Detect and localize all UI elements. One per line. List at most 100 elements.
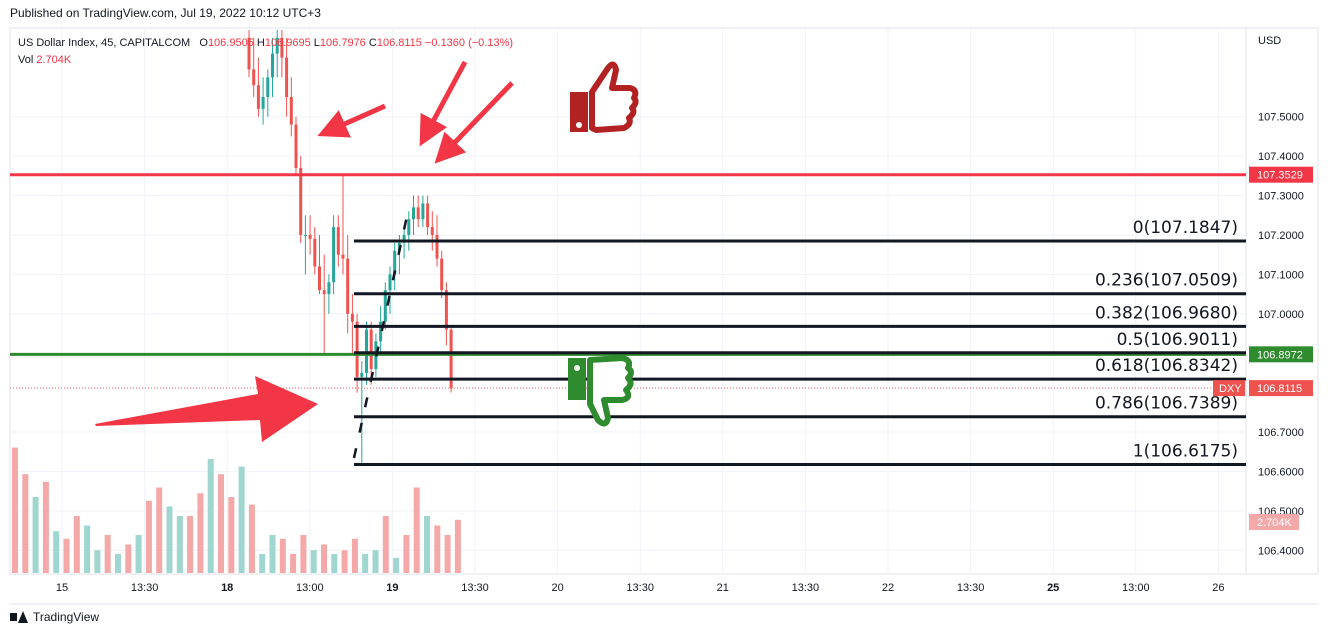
candle-body — [256, 85, 260, 109]
volume-bar — [125, 544, 132, 573]
volume-bar — [321, 544, 327, 573]
thumbs-down-icon — [568, 355, 634, 427]
fib-level-label: 0.236(107.0509) — [1095, 271, 1238, 291]
fib-level-label: 1(106.6175) — [1133, 442, 1238, 462]
arrow-left-resistance — [317, 103, 387, 138]
volume-bar — [84, 525, 91, 573]
candle-body — [407, 219, 411, 235]
price-tick-label: 107.0000 — [1258, 309, 1304, 321]
symbol-title[interactable]: US Dollar Index, 45, CAPITALCOM — [18, 37, 191, 49]
volume-bar — [310, 550, 317, 573]
candle-body — [332, 227, 336, 283]
volume-bar — [207, 459, 214, 573]
fib-level-label: 0.382(106.9680) — [1095, 303, 1238, 323]
price-axis-pane[interactable] — [1245, 27, 1319, 575]
volume-bar — [228, 497, 235, 573]
volume-bar — [454, 519, 461, 573]
close-value: 106.8115 — [376, 37, 422, 49]
price-badges: 107.3529 106.8972 DXY 106.8115 2.704K — [1213, 166, 1313, 530]
price-tick-label: 107.2000 — [1258, 230, 1304, 242]
footer-brand[interactable]: TradingView — [10, 610, 99, 624]
support-line-badge — [1249, 346, 1313, 363]
volume-bar — [393, 557, 400, 573]
candle-body — [336, 227, 340, 255]
time-tick-label: 26 — [1212, 582, 1224, 594]
open-value: 106.9505 — [207, 37, 254, 49]
volume-bar — [135, 535, 142, 573]
open-label: O — [199, 37, 208, 49]
volume-bar — [63, 538, 70, 573]
candle-body — [421, 203, 425, 220]
volume-bar — [145, 500, 152, 573]
volume-bar — [331, 554, 338, 573]
volume-label[interactable]: Vol — [18, 54, 34, 66]
volume-bar — [403, 535, 410, 573]
volume-bar — [434, 525, 441, 573]
candle-body — [308, 234, 312, 239]
low-value: 106.7976 — [319, 37, 366, 49]
volume-bar — [22, 474, 29, 573]
volume-bar — [166, 506, 173, 573]
candle-body — [379, 321, 383, 342]
close-label: C — [368, 37, 377, 49]
annotation-arrows[interactable] — [95, 60, 514, 442]
time-tick-label: 13:30 — [461, 582, 489, 594]
volume-bar — [351, 538, 358, 573]
currency-label: USD — [1258, 35, 1281, 47]
time-tick-label: 21 — [717, 582, 729, 594]
volume-bar — [269, 535, 276, 573]
volume-bar — [424, 516, 430, 573]
candle-body — [341, 254, 345, 259]
grid — [10, 28, 1246, 574]
volume-bar — [53, 531, 60, 573]
volume-bar — [413, 487, 420, 573]
high-label: H — [256, 37, 265, 49]
volume-bar — [259, 554, 266, 573]
candle-body — [402, 234, 406, 243]
time-tick-label: 13:30 — [626, 582, 654, 594]
chart-legend: US Dollar Index, 45, CAPITALCOM O106.950… — [18, 35, 513, 69]
volume-bar — [341, 550, 348, 573]
time-tick-label: 13:30 — [131, 582, 159, 594]
volume-bar — [238, 466, 245, 573]
candle-body — [360, 372, 364, 377]
volume-bar — [104, 535, 111, 573]
candle-body — [430, 227, 434, 235]
volume-badge — [1249, 514, 1299, 530]
volume-bar — [176, 516, 183, 573]
price-tick-label: 107.1000 — [1258, 269, 1304, 281]
symbol-tag-badge — [1213, 380, 1245, 397]
candle-body — [449, 329, 453, 389]
time-tick-label: 22 — [882, 582, 894, 594]
price-tick-label: 106.7000 — [1258, 427, 1304, 439]
volume-bar — [362, 554, 369, 573]
fibonacci-retracement[interactable]: 0(107.1847) 0.236(107.0509) 0.382(106.9680… — [354, 218, 1246, 467]
time-tick-label: 13:00 — [296, 582, 324, 594]
candle-body — [266, 77, 270, 98]
candle-body — [440, 258, 444, 291]
volume-bar — [94, 550, 101, 573]
time-tick-label: 19 — [386, 582, 398, 594]
candle-body — [383, 290, 387, 322]
time-tick-label: 13:30 — [957, 582, 985, 594]
time-tick-label: 15 — [56, 582, 68, 594]
candle-body — [412, 207, 415, 220]
candle-body — [275, 37, 279, 54]
last-price-text: 106.8115 — [1257, 383, 1302, 395]
volume-bar — [32, 497, 39, 573]
fib-level-label: 0.5(106.9011) — [1117, 330, 1238, 350]
candle-body — [280, 37, 284, 58]
volume-bars — [12, 447, 461, 573]
volume-bar — [218, 474, 224, 573]
price-tick-label: 106.4000 — [1258, 545, 1304, 557]
last-price-badge — [1249, 380, 1313, 397]
change-value: −0.1360 (−0.13%) — [424, 37, 514, 49]
volume-bar — [300, 535, 307, 573]
candle-body — [299, 167, 303, 235]
candle-body — [327, 282, 331, 295]
volume-bar — [248, 504, 255, 573]
volume-bar — [12, 447, 18, 573]
price-tick-label: 107.4000 — [1258, 151, 1304, 163]
volume-bar — [73, 516, 80, 573]
